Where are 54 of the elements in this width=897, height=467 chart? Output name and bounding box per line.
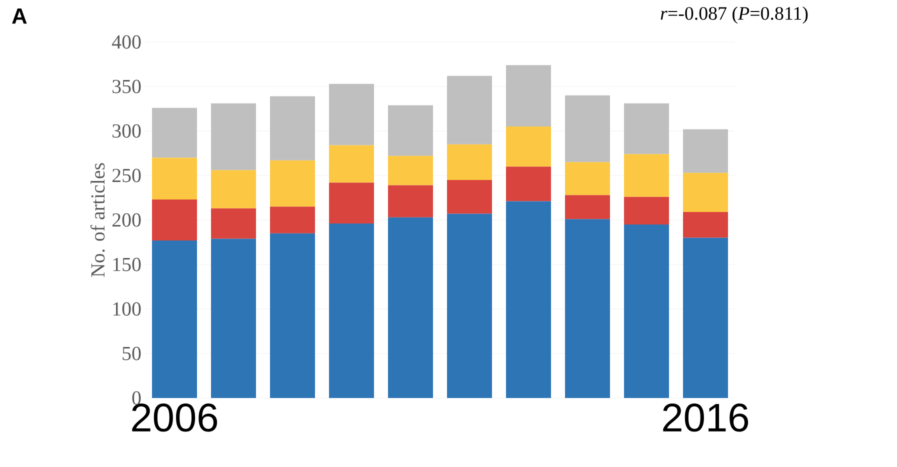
y-tick-label: 250: [112, 168, 141, 182]
bar: [565, 95, 610, 162]
chart-title: A: [12, 8, 27, 24]
bar: [506, 65, 552, 127]
bar: [152, 200, 197, 240]
bar: [447, 180, 492, 214]
bar: [506, 126, 552, 167]
bar: [565, 162, 610, 196]
bar: [329, 84, 374, 146]
bar: [152, 108, 197, 158]
bar: [624, 103, 670, 154]
y-tick-label: 400: [112, 35, 141, 49]
y-tick-label: 200: [112, 213, 141, 227]
bar: [270, 233, 316, 398]
y-tick-label: 150: [113, 258, 141, 272]
bar: [270, 96, 316, 160]
bar: [447, 144, 492, 180]
bar: [447, 214, 492, 398]
bar: [624, 196, 670, 224]
bar: [683, 129, 728, 173]
bar: [624, 224, 670, 398]
text: r=-0.087 (P=0.811): [660, 6, 808, 24]
bar: [270, 206, 316, 234]
bar: [565, 219, 610, 398]
y-tick-label: 100: [113, 302, 141, 316]
y-tick-label: 350: [112, 80, 141, 94]
bar: [329, 182, 374, 224]
bar: [624, 154, 670, 197]
bar: [447, 76, 492, 144]
bar: [211, 238, 256, 398]
bar: [329, 224, 374, 398]
bar: [388, 217, 434, 398]
bar: [329, 145, 374, 183]
bar: [211, 170, 256, 208]
bar: [270, 160, 316, 207]
y-tick-label: 300: [112, 124, 141, 138]
x-tick-label: 2016: [663, 404, 748, 432]
bar: [211, 103, 256, 170]
bar: [683, 238, 728, 398]
bar: [388, 105, 434, 156]
bar: [388, 185, 434, 218]
x-tick-label: 2006: [132, 404, 218, 432]
bar: [152, 240, 197, 398]
bar: [211, 208, 256, 239]
y-tick-label: 0: [132, 391, 141, 405]
bar: [506, 201, 552, 398]
bar: [152, 158, 197, 200]
y-tick-label: 50: [122, 346, 141, 360]
bar: [506, 166, 552, 202]
bar: [565, 195, 610, 220]
bar: [683, 172, 728, 212]
bar: [388, 156, 434, 186]
bar: [683, 212, 728, 238]
y-axis-title: No. of articles: [90, 163, 105, 277]
